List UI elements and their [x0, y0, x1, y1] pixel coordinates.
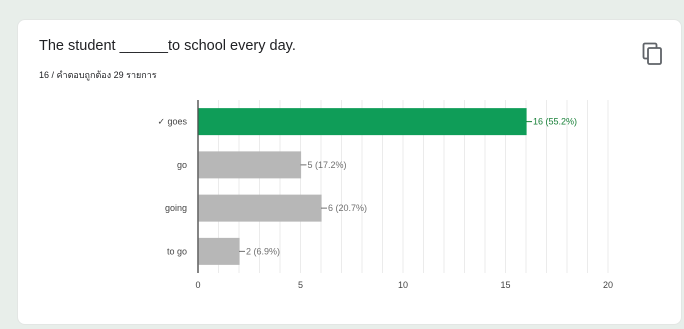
bar [198, 194, 322, 222]
value-label: 16 (55.2%) [533, 117, 577, 127]
bar [198, 237, 240, 265]
copy-icon [642, 42, 662, 65]
x-tick-label: 10 [398, 280, 408, 290]
question-card: The student ______to school every day. 1… [17, 19, 682, 325]
results-bar-chart: 0 5 10 15 20 ✓ goes 16 (55.2%) go 5 (17.2%) going… [157, 100, 613, 290]
x-tick-label: 0 [195, 280, 200, 290]
copy-chart-button[interactable] [642, 42, 664, 66]
bar [198, 151, 302, 179]
x-tick-label: 20 [603, 280, 613, 290]
value-label: 5 (17.2%) [308, 160, 347, 170]
x-tick-label: 5 [298, 280, 303, 290]
x-tick-label: 15 [500, 280, 510, 290]
category-label: to go [167, 246, 187, 256]
score-summary: 16 / คำตอบถูกต้อง 29 รายการ [39, 70, 157, 80]
bar [198, 108, 527, 136]
category-label: ✓ goes [157, 117, 187, 127]
value-label: 2 (6.9%) [246, 246, 280, 256]
category-label: going [165, 203, 187, 213]
category-label: go [177, 160, 187, 170]
question-title: The student ______to school every day. [39, 38, 296, 54]
value-label: 6 (20.7%) [328, 203, 367, 213]
